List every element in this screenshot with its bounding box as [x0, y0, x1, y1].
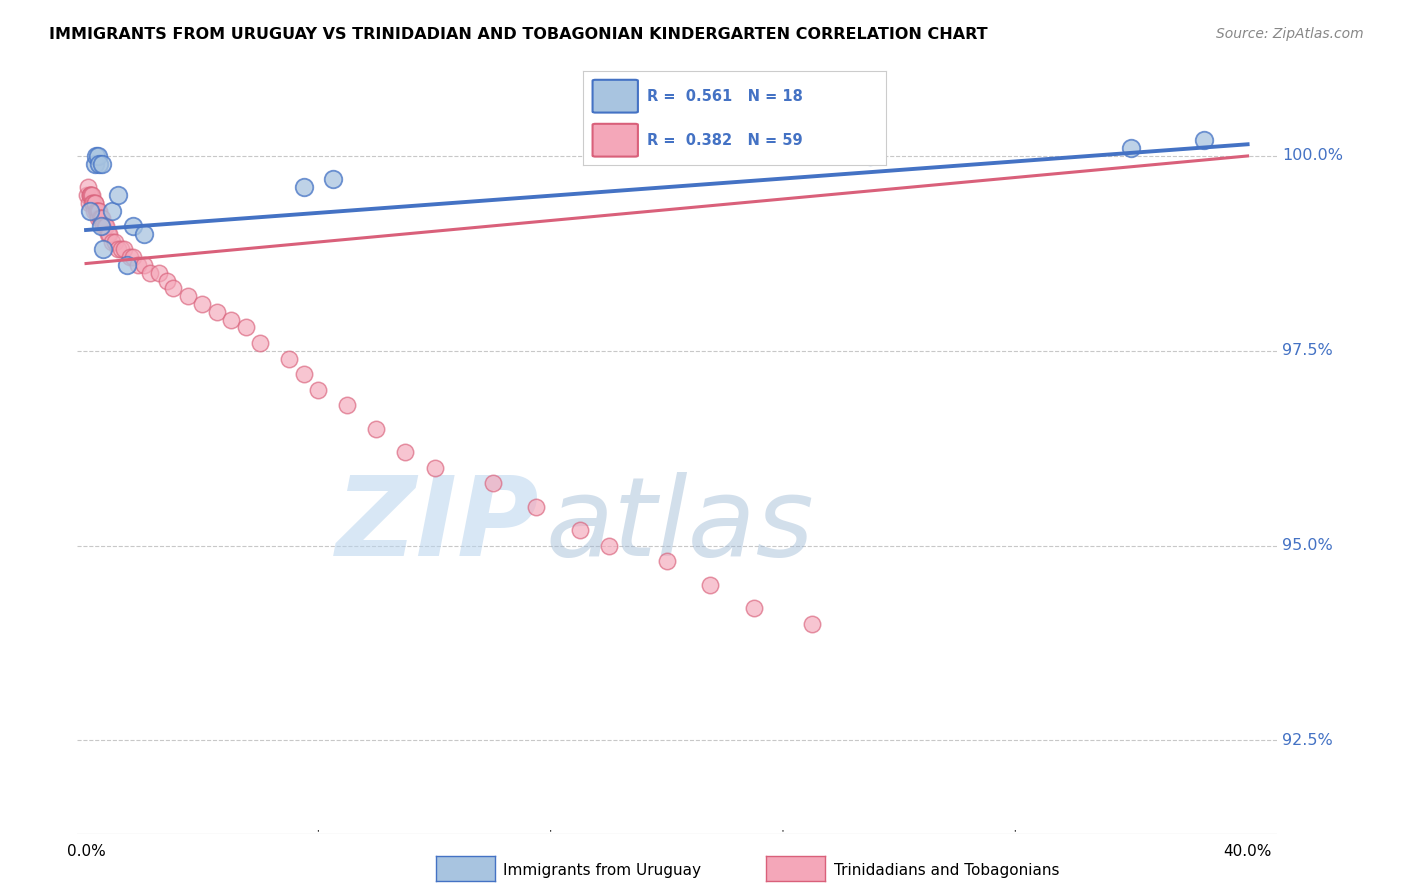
- Point: [84, 195, 107, 210]
- Point: [77, 180, 100, 194]
- Point: [134, 227, 156, 241]
- Point: [278, 351, 301, 366]
- Point: [91, 211, 114, 226]
- FancyBboxPatch shape: [592, 79, 638, 112]
- Point: [127, 258, 149, 272]
- Point: [80, 188, 103, 202]
- Point: [87, 211, 110, 226]
- Point: [110, 243, 132, 257]
- Text: R =  0.561   N = 18: R = 0.561 N = 18: [647, 88, 803, 103]
- Point: [148, 266, 170, 280]
- Point: [191, 297, 214, 311]
- Point: [98, 227, 121, 241]
- Point: [77, 195, 100, 210]
- Point: [86, 203, 108, 218]
- Point: [292, 180, 315, 194]
- Point: [83, 157, 105, 171]
- Point: [336, 398, 359, 412]
- Point: [97, 227, 120, 241]
- Point: [139, 266, 162, 280]
- Point: [101, 235, 124, 249]
- Point: [1121, 141, 1143, 155]
- Text: 92.5%: 92.5%: [1282, 733, 1333, 748]
- Point: [82, 195, 104, 210]
- Point: [292, 367, 315, 381]
- Point: [859, 149, 882, 163]
- Point: [107, 188, 129, 202]
- Point: [86, 149, 108, 163]
- Text: Trinidadians and Tobagonians: Trinidadians and Tobagonians: [834, 863, 1059, 878]
- Point: [322, 172, 344, 186]
- Point: [235, 320, 257, 334]
- Point: [118, 250, 141, 264]
- Point: [79, 203, 101, 218]
- Point: [524, 500, 547, 514]
- Point: [121, 219, 143, 233]
- Point: [655, 554, 678, 568]
- Point: [76, 188, 98, 202]
- Point: [249, 336, 271, 351]
- Point: [699, 577, 721, 591]
- Point: [87, 203, 110, 218]
- Point: [84, 203, 107, 218]
- Text: 97.5%: 97.5%: [1282, 343, 1333, 359]
- Text: 95.0%: 95.0%: [1282, 538, 1333, 553]
- Point: [82, 195, 104, 210]
- Point: [1192, 133, 1215, 147]
- Point: [801, 616, 824, 631]
- Text: atlas: atlas: [546, 472, 814, 579]
- Point: [205, 305, 228, 319]
- Point: [394, 445, 416, 459]
- Text: Immigrants from Uruguay: Immigrants from Uruguay: [503, 863, 702, 878]
- Point: [86, 203, 108, 218]
- Point: [91, 157, 114, 171]
- Point: [89, 211, 111, 226]
- Point: [112, 243, 135, 257]
- Point: [83, 203, 105, 218]
- Point: [156, 274, 179, 288]
- Point: [104, 235, 127, 249]
- Point: [90, 211, 112, 226]
- Text: R =  0.382   N = 59: R = 0.382 N = 59: [647, 133, 803, 148]
- Point: [80, 188, 103, 202]
- Point: [84, 149, 107, 163]
- Point: [93, 219, 115, 233]
- Point: [90, 219, 112, 233]
- Point: [121, 250, 143, 264]
- Text: ZIP: ZIP: [336, 472, 538, 579]
- Point: [83, 195, 105, 210]
- Point: [79, 188, 101, 202]
- Point: [93, 243, 115, 257]
- Point: [176, 289, 198, 303]
- Point: [115, 258, 138, 272]
- Point: [568, 523, 591, 537]
- Point: [307, 383, 329, 397]
- Point: [219, 312, 242, 326]
- Point: [94, 219, 117, 233]
- Text: 100.0%: 100.0%: [1282, 148, 1344, 163]
- Point: [79, 188, 101, 202]
- Point: [481, 476, 503, 491]
- Point: [162, 281, 184, 295]
- Point: [87, 157, 110, 171]
- Text: Source: ZipAtlas.com: Source: ZipAtlas.com: [1216, 27, 1364, 41]
- FancyBboxPatch shape: [592, 124, 638, 157]
- Text: IMMIGRANTS FROM URUGUAY VS TRINIDADIAN AND TOBAGONIAN KINDERGARTEN CORRELATION C: IMMIGRANTS FROM URUGUAY VS TRINIDADIAN A…: [49, 27, 988, 42]
- Point: [742, 601, 765, 615]
- Point: [101, 203, 124, 218]
- Point: [598, 539, 620, 553]
- Point: [96, 219, 118, 233]
- Point: [107, 243, 129, 257]
- Point: [423, 460, 446, 475]
- Point: [366, 422, 388, 436]
- Point: [134, 258, 156, 272]
